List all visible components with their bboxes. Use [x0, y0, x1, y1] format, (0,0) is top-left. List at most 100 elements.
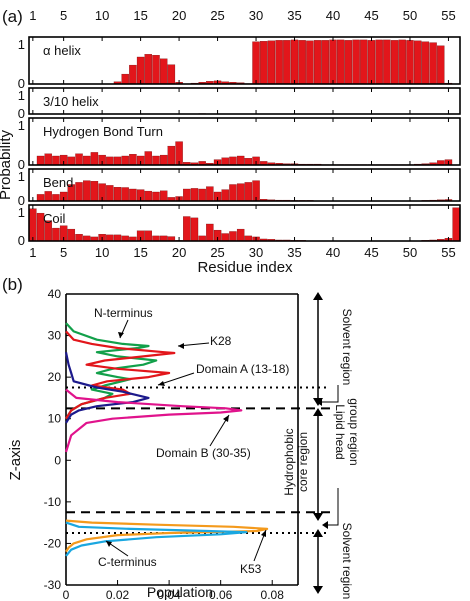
subplot-title: Bend	[43, 175, 73, 190]
label-core-region: core region	[296, 432, 310, 492]
bar	[144, 151, 152, 166]
y-tick-label: -10	[44, 495, 62, 509]
bar	[75, 234, 83, 242]
x-tick-label: 0.06	[209, 588, 233, 601]
subplot-title: 3/10 helix	[43, 94, 99, 109]
bar	[244, 158, 253, 166]
bar	[167, 64, 176, 85]
panel-b-label: (b)	[2, 275, 23, 294]
bar	[152, 191, 160, 202]
bar	[367, 40, 376, 85]
y-tick-label: -20	[44, 536, 62, 550]
subplot-5: 0 1 Coil	[18, 204, 461, 248]
top-tick-label: 15	[133, 8, 147, 23]
label-lipid-head: Lipid head	[333, 404, 347, 459]
annotation-k28: K28	[210, 334, 232, 348]
bar	[321, 40, 330, 85]
subplot-2: 0 1 3/10 helix	[18, 87, 461, 121]
lipid-arrowhead-bottom	[322, 521, 328, 529]
x-tick-label: 0.08	[261, 588, 285, 601]
bar	[190, 217, 199, 242]
label-group-region: group region	[347, 398, 361, 465]
bar	[52, 155, 60, 166]
label-hydrophobic: Hydrophobic	[282, 428, 296, 495]
bar	[260, 41, 268, 85]
bottom-tick-label: 40	[326, 245, 340, 260]
top-tick-label: 55	[441, 8, 455, 23]
arrow-domain-a	[157, 372, 195, 386]
bottom-tick-label: 50	[403, 245, 417, 260]
bottom-tick-label: 35	[287, 245, 301, 260]
panel-a-xlabel: Residue index	[197, 259, 293, 276]
series-line	[64, 351, 150, 424]
subplot-title: Coil	[43, 211, 66, 226]
top-tick-label: 45	[364, 8, 378, 23]
series-line	[65, 521, 248, 557]
bar	[129, 188, 137, 202]
annotation-n-terminus: N-terminus	[94, 306, 153, 320]
bar	[67, 156, 76, 166]
subplot-1: 0 1 α helix	[18, 36, 461, 91]
bar	[313, 40, 322, 85]
bar	[236, 155, 245, 166]
x-tick-label: 0.04	[157, 588, 181, 601]
bar	[90, 181, 99, 202]
bar	[121, 73, 129, 85]
subplot-title: α helix	[43, 43, 81, 58]
bottom-tick-label: 30	[249, 245, 263, 260]
bar	[421, 41, 430, 85]
bar	[152, 155, 160, 166]
y-tick-label: -30	[44, 578, 62, 592]
top-tick-label: 5	[60, 8, 67, 23]
bottom-tick-label: 1	[29, 245, 36, 260]
bar	[113, 234, 122, 242]
bracket-hydrophobic-arrow-up	[313, 408, 323, 416]
annotation-c-terminus: C-terminus	[98, 555, 157, 569]
y-tick-label: 0	[18, 106, 25, 121]
bracket-hydrophobic-arrow-down	[313, 513, 323, 521]
panel-b-ylabel: Z-axis	[7, 440, 24, 481]
subplot-3: 0 1 Hydrogen Bond Turn	[18, 117, 461, 172]
y-tick-label: 1	[18, 205, 25, 220]
bar	[106, 156, 114, 166]
bar	[144, 190, 152, 202]
subplot-title: Hydrogen Bond Turn	[43, 124, 163, 139]
top-tick-label: 35	[287, 8, 301, 23]
bar	[121, 155, 129, 166]
bar	[129, 154, 137, 166]
subplot-frame	[28, 204, 461, 242]
bar	[337, 39, 345, 85]
series-line	[64, 388, 243, 453]
panel-b-xlabel: Population	[147, 584, 213, 600]
top-tick-label: 10	[95, 8, 109, 23]
bar	[306, 40, 314, 85]
bar	[121, 187, 129, 202]
bar	[252, 41, 260, 85]
x-tick-label: 0.02	[106, 588, 130, 601]
bar	[44, 153, 52, 166]
bar	[106, 234, 114, 242]
subplot-frame	[28, 87, 461, 115]
bar	[283, 40, 291, 85]
bar	[390, 40, 399, 85]
bar	[159, 154, 168, 166]
label-solvent-top: Solvent region	[340, 309, 354, 386]
panel-a-label: (a)	[2, 7, 23, 26]
bracket-solvent-bottom-arrow-down	[313, 586, 323, 594]
annotation-domain-a: Domain A (13-18)	[196, 362, 289, 376]
y-tick-label: 0	[18, 233, 25, 248]
lipid-arrow-bottom	[326, 488, 339, 526]
top-tick-label: 40	[326, 8, 340, 23]
bar	[90, 152, 99, 166]
bottom-tick-label: 5	[60, 245, 67, 260]
y-tick-label: 20	[48, 370, 62, 384]
bar	[229, 184, 237, 202]
bar	[290, 39, 299, 85]
panel-a-ylabel: Probability	[0, 129, 14, 200]
bar	[152, 55, 160, 85]
bar	[360, 39, 368, 85]
population-series	[64, 322, 269, 557]
bar	[144, 230, 152, 242]
